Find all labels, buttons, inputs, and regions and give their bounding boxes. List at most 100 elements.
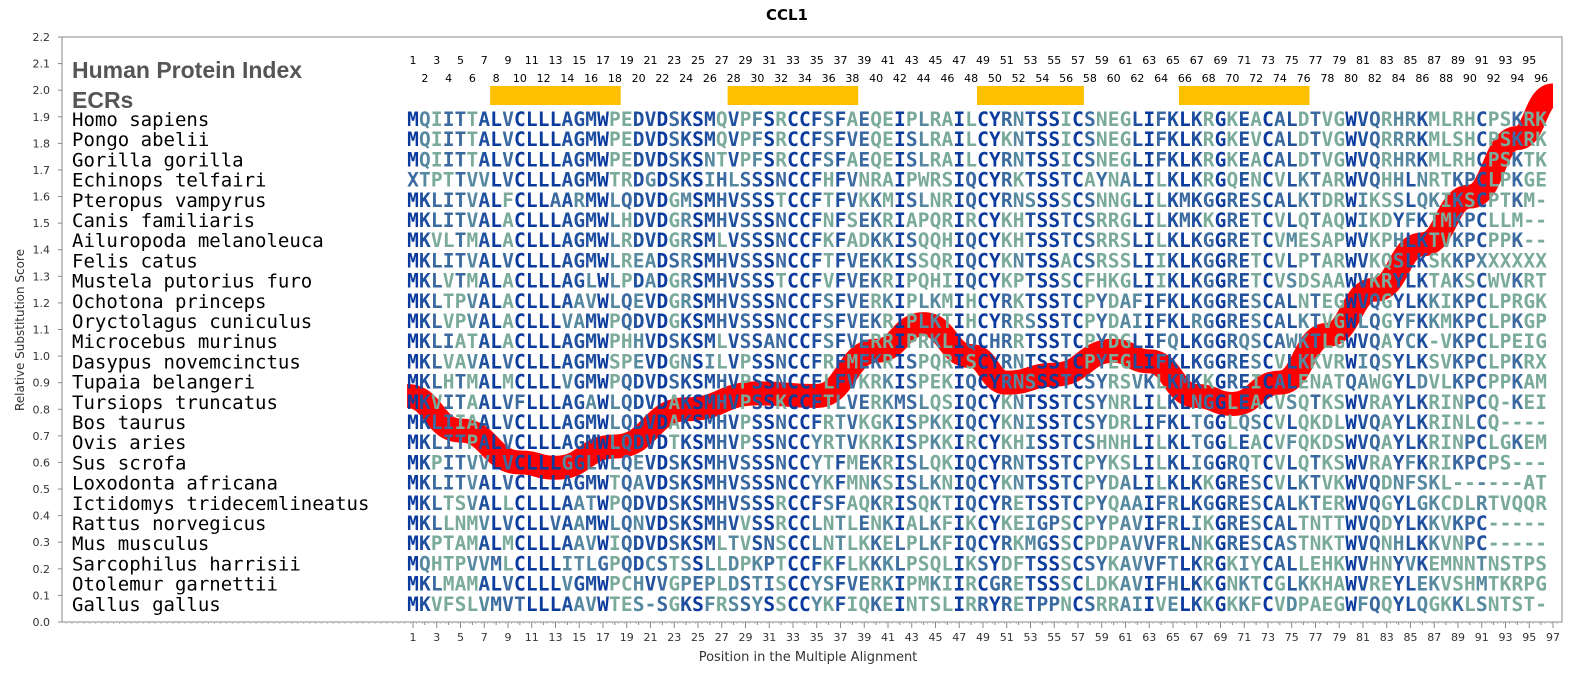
residue: W (597, 573, 609, 596)
residue: P (740, 350, 752, 373)
residue: L (811, 512, 823, 535)
residue: L (942, 330, 954, 353)
residue: F (1155, 552, 1167, 575)
residue: A (668, 391, 680, 414)
position-number: 30 (750, 72, 764, 85)
residue: M (1535, 371, 1547, 394)
residue: L (918, 148, 930, 171)
residue: C (1476, 229, 1488, 252)
residue: D (657, 431, 669, 454)
residue: T (1060, 391, 1072, 414)
residue: R (1381, 108, 1393, 131)
residue: K (1191, 189, 1203, 212)
residue: I (953, 169, 965, 192)
residue: V (1132, 532, 1144, 555)
residue: L (1132, 249, 1144, 272)
residue: T (1025, 451, 1037, 474)
residue: R (1167, 512, 1179, 535)
residue: T (1310, 169, 1322, 192)
residue: R (775, 108, 787, 131)
residue: C (1262, 270, 1274, 293)
residue: S (752, 371, 764, 394)
residue: R (882, 270, 894, 293)
sequence-row: MKLMAMALVCLLLVGMWPCHVVGPEPLDSTISCCYSFVER… (407, 573, 1547, 596)
residue: A (1381, 431, 1393, 454)
species-label: Dasypus novemcinctus (72, 351, 301, 373)
residue: E (1238, 472, 1250, 495)
x-tick-label: 3 (433, 631, 440, 644)
sequence-row: MKVITAALVFLLLAGAWLQDVDAKSMHVPSSKCCFTLVER… (407, 391, 1547, 414)
residue: E (621, 593, 633, 616)
residue: I (953, 290, 965, 313)
residue: W (918, 169, 930, 192)
y-tick-label: 1.2 (33, 297, 51, 310)
residue: S (668, 128, 680, 151)
residue: K (1440, 593, 1452, 616)
residue: Q (1108, 492, 1120, 515)
residue: N (775, 290, 787, 313)
residue: C (799, 169, 811, 192)
x-tick-label: 73 (1261, 631, 1275, 644)
residue: D (633, 189, 645, 212)
residue: M (704, 310, 716, 333)
position-number: 77 (1309, 54, 1323, 67)
species-label: Pteropus vampyrus (72, 190, 266, 212)
y-tick-label: 0.6 (33, 456, 51, 469)
residue: Y (989, 148, 1001, 171)
residue: C (1476, 270, 1488, 293)
residue: L (538, 249, 550, 272)
residue: N (1452, 552, 1464, 575)
residue: C (787, 451, 799, 474)
residue: G (1215, 128, 1227, 151)
residue: S (1048, 169, 1060, 192)
position-number: 27 (715, 54, 729, 67)
residue: S (668, 108, 680, 131)
residue: Q (1381, 593, 1393, 616)
residue: K (1001, 270, 1013, 293)
residue: S (455, 593, 467, 616)
residue: V (740, 512, 752, 535)
residue: R (942, 249, 954, 272)
residue: A (1274, 189, 1286, 212)
residue: I (953, 128, 965, 151)
residue: K (942, 451, 954, 474)
residue: A (562, 209, 574, 232)
residue: L (585, 451, 597, 474)
residue: R (1405, 128, 1417, 151)
residue: R (1167, 492, 1179, 515)
species-label: Rattus norvegicus (72, 513, 266, 535)
residue: L (847, 512, 859, 535)
residue: V (728, 391, 740, 414)
residue: T (514, 593, 526, 616)
residue: Y (1393, 270, 1405, 293)
residue: T (1025, 128, 1037, 151)
residue: Q (1369, 431, 1381, 454)
residue: T (1025, 270, 1037, 293)
residue: A (455, 330, 467, 353)
residue: S (1037, 290, 1049, 313)
residue: T (1310, 472, 1322, 495)
position-number: 52 (1012, 72, 1026, 85)
residue: L (1132, 148, 1144, 171)
species-label: Felis catus (72, 250, 198, 272)
residue: D (633, 492, 645, 515)
residue: S (752, 411, 764, 434)
residue: R (882, 310, 894, 333)
residue: S (1120, 371, 1132, 394)
residue: G (573, 451, 585, 474)
residue: I (953, 350, 965, 373)
residue: D (657, 249, 669, 272)
residue: W (1345, 350, 1357, 373)
residue: S (752, 532, 764, 555)
position-number: 34 (798, 72, 812, 85)
residue: L (1488, 431, 1500, 454)
residue: S (1452, 573, 1464, 596)
residue: Y (752, 593, 764, 616)
residue: L (538, 451, 550, 474)
residue: I (443, 472, 455, 495)
residue: A (562, 270, 574, 293)
residue: C (1262, 411, 1274, 434)
residue: S (1037, 411, 1049, 434)
x-tick-label: 49 (976, 631, 990, 644)
residue: E (1108, 108, 1120, 131)
